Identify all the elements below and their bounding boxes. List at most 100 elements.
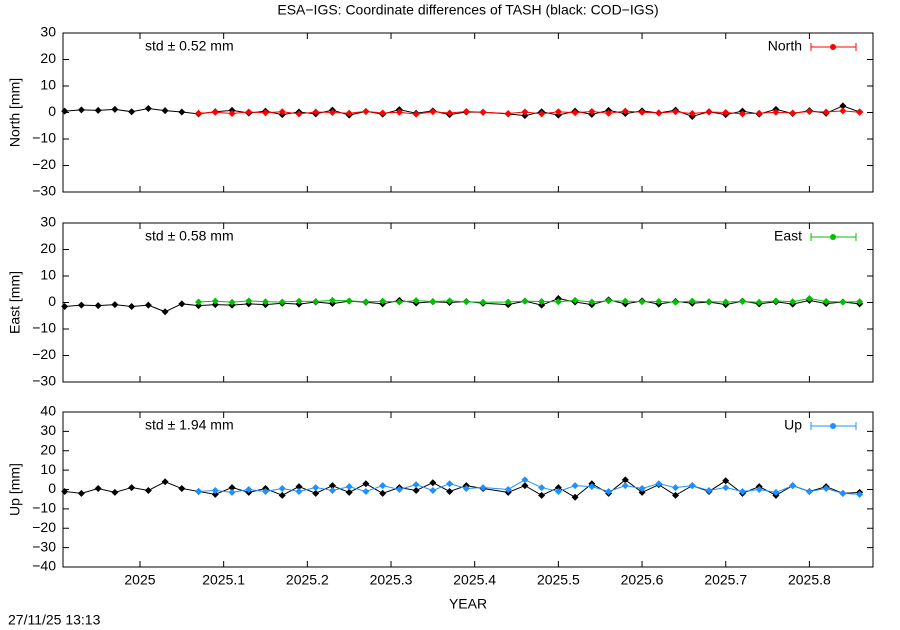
data-point [605, 487, 613, 495]
y-tick-label: 30 [40, 214, 56, 230]
std-annotation: std ± 1.94 mm [145, 417, 234, 433]
data-point [571, 482, 579, 490]
data-point [738, 487, 746, 495]
data-point [446, 297, 454, 305]
data-point [262, 298, 269, 306]
data-point [178, 300, 186, 308]
data-point [621, 297, 629, 305]
data-point [638, 485, 646, 493]
y-tick-label: 30 [40, 422, 56, 438]
data-point [312, 484, 320, 492]
y-tick-label: 0 [48, 293, 56, 309]
data-point [77, 489, 85, 497]
data-point [362, 480, 370, 488]
y-tick-label: 40 [40, 403, 56, 419]
data-point [412, 486, 420, 494]
data-point [295, 487, 303, 495]
data-point [479, 108, 487, 116]
x-tick-label: 2025.4 [453, 572, 496, 588]
y-tick-label: −10 [32, 130, 56, 146]
data-point [462, 107, 470, 115]
data-point [655, 109, 663, 117]
data-point [94, 302, 102, 310]
data-point [161, 107, 169, 115]
data-point [772, 108, 780, 116]
legend-label: East [774, 228, 802, 244]
data-point [228, 484, 236, 492]
data-point [538, 110, 546, 118]
x-tick-label: 2025.1 [202, 572, 245, 588]
data-point [839, 298, 847, 306]
data-point [328, 486, 336, 494]
data-point [571, 109, 579, 117]
chart-title: ESA−IGS: Coordinate differences of TASH … [277, 2, 658, 18]
x-axis-label: YEAR [449, 596, 487, 612]
data-point [195, 298, 203, 306]
data-point [538, 484, 546, 492]
data-point [328, 482, 336, 490]
data-point [379, 482, 387, 490]
data-point [128, 302, 136, 310]
data-point [672, 491, 680, 499]
data-point [178, 108, 186, 116]
data-point [245, 108, 253, 116]
data-point [504, 110, 512, 118]
data-point [789, 482, 797, 490]
data-point [538, 491, 546, 499]
y-tick-label: 30 [40, 24, 56, 40]
data-point [755, 109, 763, 117]
data-point [295, 110, 303, 118]
data-point [429, 108, 437, 116]
data-point [822, 108, 830, 116]
data-point [128, 108, 136, 116]
y-tick-label: 10 [40, 461, 56, 477]
y-axis-label: North [mm] [7, 78, 23, 147]
legend-marker [830, 44, 836, 50]
data-point [77, 106, 85, 114]
y-tick-label: 0 [48, 103, 56, 119]
data-point [195, 302, 203, 310]
legend-label: Up [784, 417, 802, 433]
x-tick-label: 2025.5 [537, 572, 580, 588]
data-point [789, 109, 797, 117]
series-line [198, 110, 860, 115]
data-point [111, 105, 119, 113]
data-point [412, 110, 420, 118]
data-point [446, 109, 454, 117]
data-point [111, 488, 119, 496]
data-point [278, 485, 286, 493]
x-tick-label: 2025.2 [286, 572, 329, 588]
data-point [278, 108, 286, 116]
data-point [621, 476, 629, 484]
data-point [278, 298, 286, 306]
data-point [94, 485, 102, 493]
data-point [521, 297, 529, 305]
data-point [144, 301, 152, 309]
data-point [755, 486, 763, 493]
data-point [554, 298, 562, 306]
y-tick-label: −30 [32, 183, 56, 199]
timestamp: 27/11/25 13:13 [8, 612, 101, 628]
data-point [195, 109, 203, 117]
data-point [738, 110, 746, 118]
data-point [521, 108, 529, 116]
data-point [395, 108, 403, 116]
data-point [61, 487, 69, 495]
data-point [161, 478, 169, 486]
data-point [312, 108, 320, 116]
data-point [588, 107, 596, 115]
data-point [111, 301, 119, 309]
data-point [61, 302, 69, 310]
data-point [805, 295, 813, 303]
x-tick-label: 2025.3 [370, 572, 413, 588]
series-line [198, 298, 860, 303]
data-point [755, 298, 763, 306]
data-point [655, 297, 663, 305]
y-tick-label: 20 [40, 240, 56, 256]
y-tick-label: −10 [32, 320, 56, 336]
data-point [839, 489, 847, 497]
data-point [345, 109, 353, 117]
series-line [198, 479, 860, 495]
data-point [144, 105, 152, 113]
